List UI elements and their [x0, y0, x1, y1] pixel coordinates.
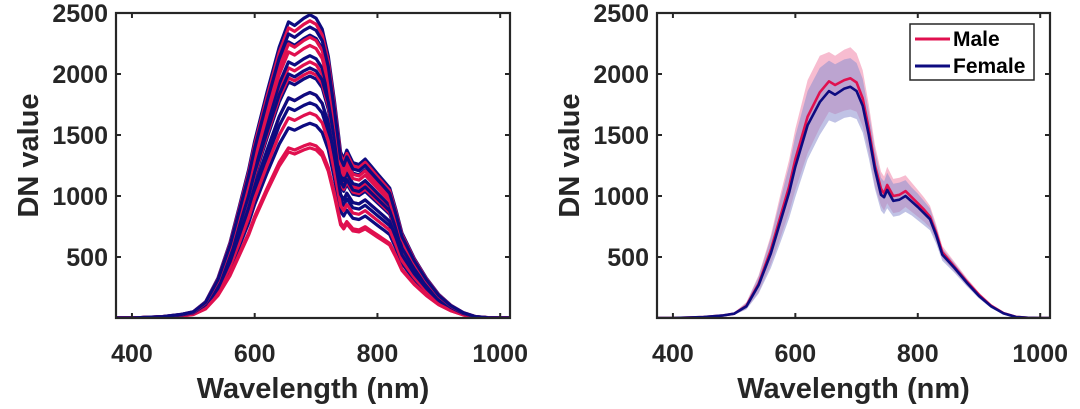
legend-box	[909, 23, 1035, 81]
spectrum-line-female	[116, 90, 510, 318]
x-tick-label: 800	[897, 340, 939, 368]
spectrum-line-female	[116, 74, 510, 318]
x-tick-label: 1000	[1012, 340, 1068, 368]
spectrum-line-male	[116, 60, 510, 318]
chart-mean-spectra: 500 1000 1500 2000 2500 400 600 800 1000 Wavele…	[554, 0, 1068, 405]
y-tick-label: 2500	[593, 0, 649, 28]
spectrum-line-male	[116, 19, 510, 318]
y-tick-label: 2000	[593, 61, 649, 89]
legend-label-male: Male	[953, 28, 1000, 51]
y-axis-label: DN value	[554, 93, 586, 217]
x-tick-label: 600	[234, 340, 276, 368]
std-band-female	[657, 58, 1050, 318]
y-tick-label: 1000	[52, 183, 108, 211]
axes-box	[114, 11, 512, 320]
axes-frame	[114, 11, 512, 320]
spectrum-line-male	[116, 111, 510, 318]
y-tick-label: 2000	[52, 61, 108, 89]
mean-line-female	[657, 85, 1050, 318]
y-tick-label: 2500	[52, 0, 108, 28]
y-tick-label: 1000	[593, 183, 649, 211]
spectrum-line-male	[116, 146, 510, 318]
spectrum-line-female	[116, 101, 510, 318]
y-tick-label: 1500	[593, 122, 649, 150]
y-axis-ticks: 500 1000 1500 2000 2500	[593, 0, 1050, 272]
axes-box	[655, 11, 1052, 320]
spectrum-line-male	[116, 90, 510, 318]
spectrum-line-female	[116, 25, 510, 318]
x-axis-ticks: 400 600 800 1000	[111, 13, 528, 368]
plot-area	[657, 47, 1050, 318]
spectrum-line-male	[116, 35, 510, 318]
plot-area	[116, 13, 510, 318]
series-group	[116, 13, 510, 318]
legend: Male Female	[909, 23, 1035, 81]
spectrum-line-male	[116, 142, 510, 318]
y-tick-label: 500	[607, 244, 649, 272]
x-tick-label: 800	[357, 340, 399, 368]
spectrum-line-male	[116, 70, 510, 318]
y-tick-label: 500	[66, 244, 108, 272]
x-axis-label: Wavelength (nm)	[737, 373, 970, 405]
y-axis-ticks: 500 1000 1500 2000 2500	[52, 0, 510, 272]
spectrum-line-male	[116, 43, 510, 318]
x-axis-ticks: 400 600 800 1000	[652, 13, 1068, 368]
x-tick-label: 400	[111, 340, 153, 368]
spectrum-line-female	[116, 66, 510, 318]
y-axis-label: DN value	[13, 93, 45, 217]
x-tick-label: 600	[774, 340, 816, 368]
x-axis-label: Wavelength (nm)	[197, 373, 430, 405]
x-tick-label: 400	[652, 340, 694, 368]
x-tick-label: 1000	[472, 340, 528, 368]
spectrum-line-female	[116, 13, 510, 318]
legend-label-female: Female	[953, 55, 1025, 78]
spectrum-line-female	[116, 121, 510, 318]
chart-individual-spectra: 500 1000 1500 2000 2500 400 600 800 1000 Wavele…	[13, 0, 528, 405]
axes-frame	[655, 11, 1052, 320]
series-group	[657, 47, 1050, 318]
y-tick-label: 1500	[52, 122, 108, 150]
